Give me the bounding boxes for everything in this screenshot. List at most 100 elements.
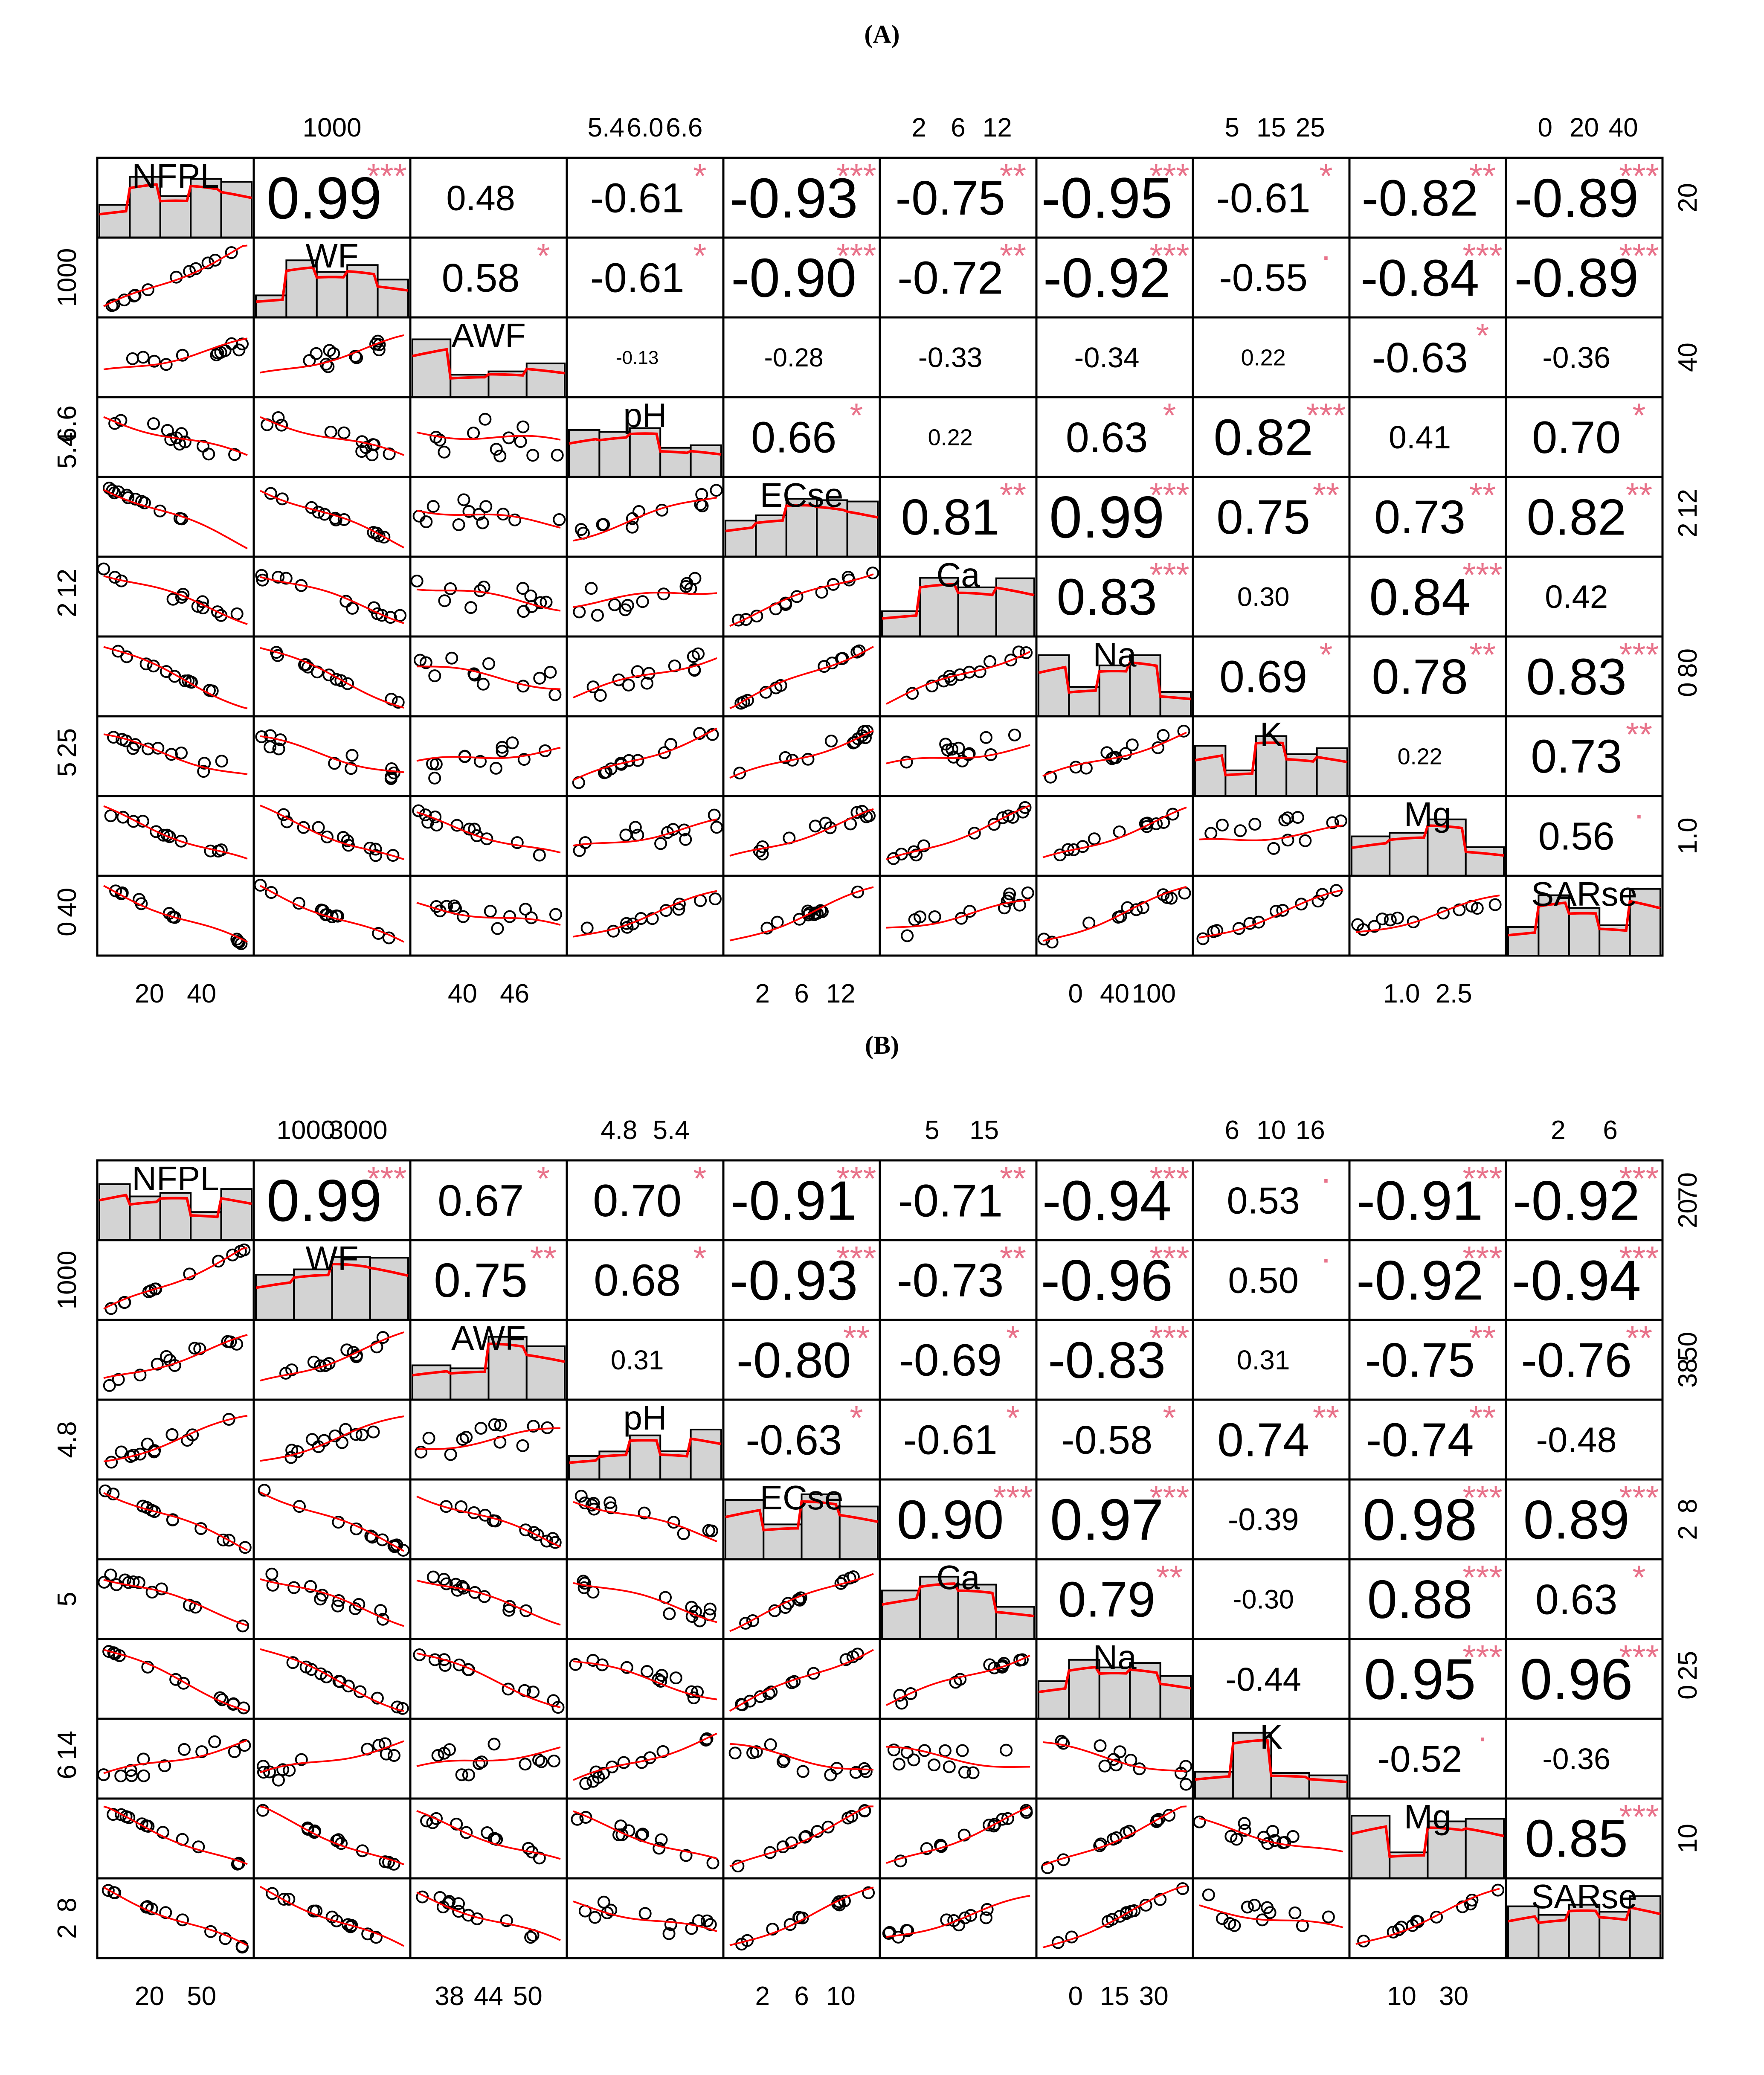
scatter-point [585,1499,598,1512]
scatter-point [176,349,189,362]
scatter-point [655,1833,668,1846]
scatter-point [533,849,546,862]
histogram-bar [159,195,192,238]
smooth-line [573,1582,717,1623]
matrix-cell [96,1638,255,1720]
matrix-cell: -0.71** [879,1159,1038,1241]
axis-tick-label: 10 [1387,1982,1416,2011]
scatter-point [139,657,153,671]
scatter-point [211,605,224,619]
smooth-line [103,1579,248,1627]
scatter-point [549,908,562,921]
scatter-point [1488,898,1502,911]
matrix-cell [252,1398,412,1481]
matrix-cell [566,476,725,558]
correlation-value: 0.53 [1227,1179,1300,1221]
smooth-line [416,902,561,926]
scatter-point [1041,1861,1054,1874]
matrix-cell: NFPL [96,1159,255,1241]
matrix-cell: SARse [1505,875,1664,957]
cell-frame [1348,875,1507,957]
scatter-point [802,908,815,921]
scatter-point [107,1646,120,1659]
scatter-point [1311,895,1325,908]
axis-tick-label: 25 [52,728,82,758]
smooth-line [416,811,561,854]
scatter-point [148,355,161,368]
axis-tick-label: 0 [1068,1982,1083,2011]
scatter-point [1234,824,1247,837]
scatter-point [837,1574,850,1587]
scatter-point [480,832,493,846]
scatter-point [760,921,774,935]
matrix-cell [879,635,1038,718]
scatter-point [419,656,432,669]
cell-frame [1192,1398,1351,1481]
scatter-point [1299,834,1312,847]
scatter-point [669,1671,682,1685]
scatter-point [603,1496,617,1509]
matrix-cell: -0.89*** [1505,157,1664,239]
scatter-point [1238,1817,1251,1830]
matrix-cell: AWF [409,1319,568,1401]
scatter-point [1094,1837,1108,1851]
matrix-cell: -0.36 [1505,316,1664,398]
scatter-point [109,884,122,898]
significance-stars: ** [1469,636,1496,674]
scatter-point [653,1842,666,1855]
scatter-point [551,448,564,462]
matrix-cell [879,715,1038,797]
smooth-line [1042,1741,1187,1773]
scatter-point [314,1593,327,1606]
scatter-point [112,1373,125,1386]
matrix-cell [96,1319,255,1401]
matrix-cell: WF [252,236,412,319]
cell-frame [1192,396,1351,478]
scatter-point [98,1575,111,1589]
scatter-point [1126,738,1139,752]
scatter-point [383,447,396,460]
scatter-point [792,1911,806,1924]
matrix-cell: -0.84*** [1348,236,1507,319]
scatter-point [663,1607,676,1620]
axis-tick-label: 1000 [276,1116,335,1145]
axis-tick-label: 20 [1673,1199,1703,1228]
significance-stars: ** [1626,715,1652,753]
smooth-line [416,588,561,612]
scatter-point [1266,1825,1279,1838]
axis-tick-label: 6 [52,1764,82,1779]
scatter-point [286,1656,299,1669]
variable-label: Ca [936,1558,980,1596]
scatter-point [166,1514,179,1527]
scatter-point [208,1735,221,1748]
scatter-point [157,828,170,842]
density-curve [882,583,1035,620]
cell-frame [1192,795,1351,877]
scatter-point [672,903,685,916]
matrix-cell: 0.88*** [1348,1558,1507,1640]
density-curve [1508,899,1661,937]
scatter-point [535,1755,548,1768]
axis-tick-label: 1.0 [1383,979,1420,1008]
axis-tick-label: 10 [826,1982,856,2011]
correlation-value: -0.63 [1372,334,1468,381]
histogram-bar [568,429,601,478]
histogram-bar [293,1268,333,1321]
scatter-point [801,753,815,766]
significance-stars: ** [1156,1558,1183,1596]
scatter-point [641,1665,654,1678]
scatter-point [345,749,359,762]
axis-tick-label: 5.4 [653,1116,690,1145]
smooth-line [573,727,717,781]
axis-tick-label: 8 [52,1898,82,1912]
matrix-cell: -0.36 [1505,1718,1664,1800]
scatter-point [449,1578,462,1591]
matrix-cell: 0.98*** [1348,1478,1507,1561]
scatter-point [1193,1815,1206,1828]
variable-label: ECse [760,476,844,514]
scatter-point [221,1335,234,1348]
axis-tick-label: 100 [1132,979,1176,1008]
scatter-point [519,1604,533,1617]
matrix-cell: 0.63 * [1505,1558,1664,1640]
cell-frame [879,1478,1038,1561]
